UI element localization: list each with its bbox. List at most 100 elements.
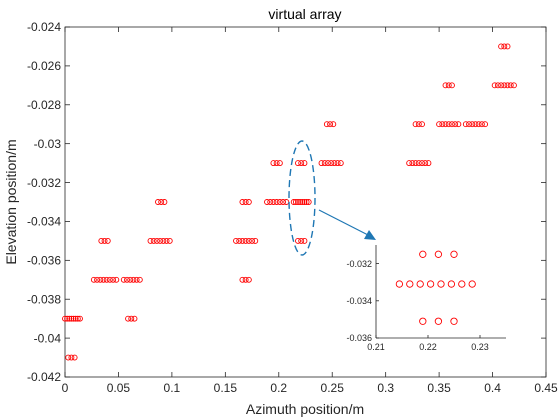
inset-data-point: [437, 280, 445, 288]
main-data-point: [498, 43, 505, 50]
main-data-point: [270, 160, 277, 167]
inset-plot-area: 0.21 0.22 0.23 -0.036 -0.034 -0.032: [346, 245, 506, 352]
main-y-tick-label: -0.034: [27, 215, 61, 229]
inset-x-tick-label: 0.22: [419, 342, 437, 352]
main-data-point: [120, 276, 127, 283]
main-data-point: [124, 276, 130, 283]
main-data-point: [504, 43, 511, 50]
main-data-point: [419, 160, 425, 167]
main-y-tick-label: -0.042: [27, 370, 61, 384]
main-data-point: [160, 237, 167, 244]
main-data-point: [239, 237, 246, 244]
chart-title: virtual array: [268, 6, 341, 22]
main-data-point: [161, 199, 168, 205]
main-data-point: [324, 160, 331, 167]
inset-data-point: [419, 317, 427, 325]
main-x-tick-label: 0.35: [427, 381, 451, 395]
main-data-point: [478, 121, 485, 128]
main-data-point: [321, 160, 328, 167]
main-data-point: [242, 199, 249, 205]
inset-data-point: [416, 280, 424, 288]
main-data-point: [412, 160, 419, 167]
main-data-point: [264, 199, 270, 205]
main-data-point: [77, 315, 83, 322]
inset-x-tick-label: 0.23: [471, 342, 489, 352]
main-data-point: [491, 82, 498, 89]
main-data-point: [128, 315, 135, 322]
main-axes-box: [64, 26, 547, 378]
main-data-point: [157, 237, 164, 244]
main-y-ticks: -0.042-0.04-0.038-0.036-0.034-0.032-0.03…: [27, 20, 546, 384]
main-data-point: [303, 199, 310, 205]
main-data-point: [328, 160, 335, 167]
main-data-point: [68, 354, 75, 361]
main-data-point: [501, 82, 508, 89]
main-data-point: [498, 82, 505, 89]
x-axis-label: Azimuth position/m: [246, 401, 364, 417]
main-data-point: [469, 121, 476, 128]
main-x-tick-label: 0.1: [164, 381, 181, 395]
main-data-point: [101, 237, 108, 244]
zoom-arrowhead: [364, 230, 376, 240]
main-data-point: [295, 199, 301, 205]
main-data-point: [147, 237, 154, 244]
main-data-point: [276, 160, 283, 167]
main-data-point: [166, 237, 173, 244]
inset-y-tick-label: -0.034: [346, 296, 372, 306]
inset-data-point: [406, 280, 414, 288]
highlight-ellipse: [288, 140, 316, 256]
main-data-point: [472, 121, 479, 128]
main-plot-area: virtual array Azimuth position/m Elevati…: [3, 6, 558, 417]
main-data-point: [510, 82, 517, 89]
main-data-point: [242, 237, 249, 244]
main-data-point: [106, 276, 113, 283]
main-data-point: [236, 237, 243, 244]
main-data-point: [501, 43, 508, 50]
main-data-point: [442, 82, 449, 89]
main-data-point: [466, 121, 472, 128]
main-data-point: [436, 121, 443, 128]
inset-data-point: [450, 250, 458, 258]
inset-data-point: [395, 280, 404, 288]
main-data-point: [113, 276, 120, 283]
main-data-point: [292, 199, 299, 205]
main-data-point: [334, 160, 341, 167]
main-y-tick-label: -0.04: [34, 331, 62, 345]
main-data-point: [245, 237, 252, 244]
main-data-point: [301, 199, 308, 205]
main-data-point: [290, 199, 297, 205]
main-data-point: [70, 315, 77, 322]
inset-data-point: [419, 250, 427, 258]
main-data-point: [475, 121, 482, 128]
inset-data-point: [434, 317, 443, 325]
inset-data-point: [426, 280, 435, 288]
main-y-tick-label: -0.036: [27, 254, 61, 268]
main-data-point: [72, 315, 79, 322]
main-x-tick-label: 0.25: [321, 381, 345, 395]
main-data-point: [409, 160, 416, 167]
main-data-point: [239, 276, 246, 283]
main-data-point: [110, 276, 117, 283]
inset-x-tick-label: 0.21: [367, 342, 385, 352]
main-data-point: [297, 199, 304, 205]
main-data-point: [100, 276, 107, 283]
main-data-point: [103, 276, 110, 283]
main-data-point: [330, 121, 337, 128]
main-data-point: [448, 121, 455, 128]
inset-y-tick-label: -0.032: [346, 259, 372, 269]
main-data-point: [252, 237, 259, 244]
main-data-point: [97, 276, 104, 283]
main-x-ticks: 0 0.05 0.1 0.15 0.2 0.25 0.3 0.35 0.4 0.45: [62, 27, 558, 395]
main-data-point: [504, 82, 511, 89]
main-data-point: [90, 276, 97, 283]
main-data-point: [136, 276, 143, 283]
main-data-point: [337, 160, 344, 167]
main-data-point: [415, 160, 422, 167]
inset-y-tick-label: -0.036: [346, 333, 372, 343]
y-axis-label: Elevation position/m: [3, 139, 19, 264]
main-data-point: [323, 121, 330, 128]
inset-data-point: [434, 250, 443, 258]
main-data-point: [66, 315, 73, 322]
main-data-point: [65, 354, 72, 361]
main-data-point: [233, 237, 239, 244]
